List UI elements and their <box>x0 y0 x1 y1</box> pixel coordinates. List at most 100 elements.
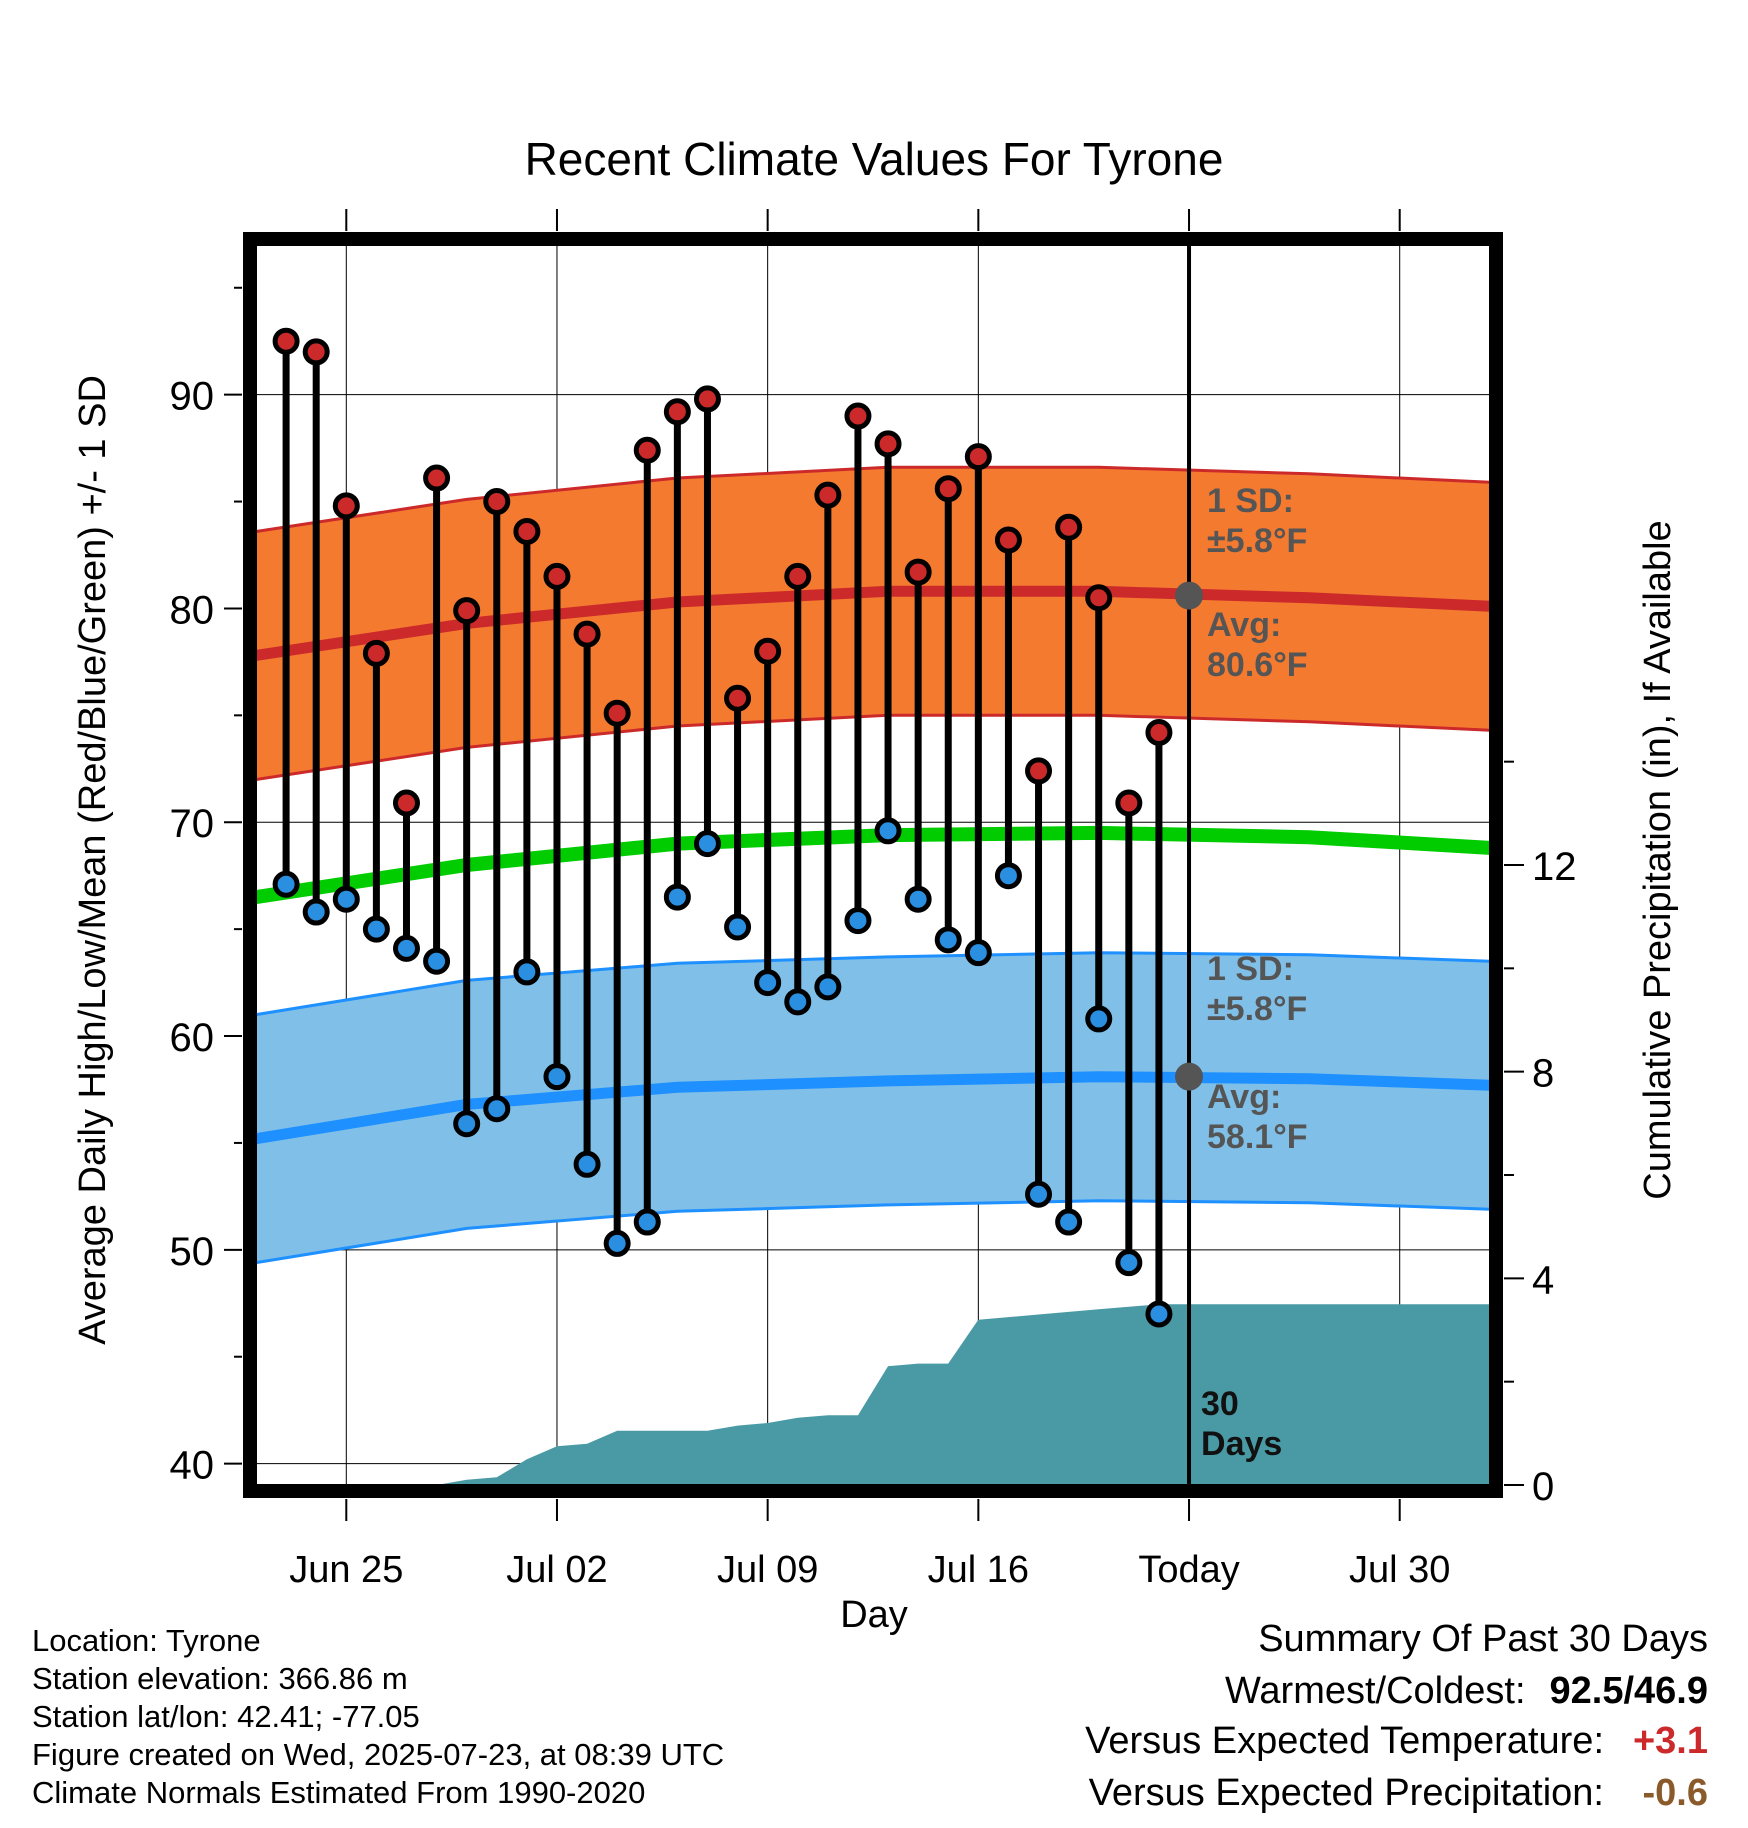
y-tick-label: 60 <box>170 1016 215 1060</box>
y2-tick-label: 0 <box>1532 1465 1554 1509</box>
high-point-26 <box>1055 513 1083 541</box>
temp-departure-label: Versus Expected Temperature: <box>1085 1720 1604 1762</box>
high-point-17 <box>784 562 812 590</box>
high-point-9 <box>543 562 571 590</box>
high-point-11 <box>603 699 631 727</box>
low-point-12 <box>633 1208 661 1236</box>
y-tick-label: 70 <box>170 802 215 846</box>
low-point-29 <box>1145 1300 1173 1328</box>
high-point-3 <box>362 639 390 667</box>
low-point-10 <box>573 1150 601 1178</box>
x-tick-label: Jul 16 <box>928 1549 1029 1591</box>
low-point-0 <box>272 870 300 898</box>
high-point-19 <box>844 402 872 430</box>
x-tick-label: Jul 02 <box>506 1549 607 1591</box>
x-tick-label: Jul 30 <box>1349 1549 1450 1591</box>
high-point-6 <box>453 597 481 625</box>
low-point-14 <box>693 830 721 858</box>
low-point-8 <box>513 958 541 986</box>
elevation-text: Station elevation: 366.86 m <box>32 1661 408 1696</box>
summary-title: Summary Of Past 30 Days <box>1258 1618 1708 1661</box>
high-point-14 <box>693 385 721 413</box>
low-point-21 <box>904 885 932 913</box>
low-point-28 <box>1115 1249 1143 1277</box>
high-point-15 <box>724 684 752 712</box>
location-text: Location: Tyrone <box>32 1623 261 1658</box>
low-point-7 <box>483 1095 511 1123</box>
low-point-5 <box>423 947 451 975</box>
high-avg-value: 80.6°F <box>1207 646 1308 684</box>
low-sd-band-lower-edge <box>256 1199 1490 1265</box>
summary-precip-row: Versus Expected Precipitation: -0.6 <box>1089 1772 1708 1815</box>
low-point-24 <box>994 862 1022 890</box>
low-point-23 <box>964 939 992 967</box>
low-point-2 <box>332 885 360 913</box>
low-point-18 <box>814 973 842 1001</box>
high-sd-band <box>256 467 1490 780</box>
high-point-10 <box>573 620 601 648</box>
high-point-22 <box>934 475 962 503</box>
summary-temp-row: Versus Expected Temperature: +3.1 <box>1085 1720 1708 1763</box>
y-tick-label: 40 <box>170 1444 215 1488</box>
station-info: Location: Tyrone Station elevation: 366.… <box>32 1622 724 1812</box>
low-point-20 <box>874 817 902 845</box>
high-point-4 <box>392 789 420 817</box>
low-point-9 <box>543 1063 571 1091</box>
low-point-22 <box>934 926 962 954</box>
y-tick-label: 50 <box>170 1230 215 1274</box>
y2-tick-label: 8 <box>1532 1052 1554 1096</box>
low-point-19 <box>844 907 872 935</box>
warmest-label: Warmest/Coldest: <box>1224 1670 1526 1712</box>
today-high-normal-dot <box>1175 581 1204 610</box>
y-axis-label: Average Daily High/Low/Mean (Red/Blue/Gr… <box>72 375 114 1345</box>
high-point-1 <box>302 338 330 366</box>
precip-departure-label: Versus Expected Precipitation: <box>1088 1772 1604 1814</box>
high-point-21 <box>904 558 932 586</box>
high-point-16 <box>754 637 782 665</box>
plot-frame <box>243 232 1503 1498</box>
low-sd-value: ±5.8°F <box>1207 990 1307 1028</box>
created-text: Figure created on Wed, 2025-07-23, at 08… <box>32 1737 725 1772</box>
y-tick-label: 80 <box>170 588 215 632</box>
high-point-7 <box>483 488 511 516</box>
high-point-12 <box>633 436 661 464</box>
x-tick-label: Jul 09 <box>717 1549 818 1591</box>
high-point-13 <box>663 398 691 426</box>
low-point-13 <box>663 883 691 911</box>
latlon-text: Station lat/lon: 42.41; -77.05 <box>32 1699 420 1734</box>
low-point-27 <box>1085 1005 1113 1033</box>
high-point-27 <box>1085 584 1113 612</box>
high-point-25 <box>1025 757 1053 785</box>
precip-area <box>256 1304 1490 1485</box>
low-point-16 <box>754 969 782 997</box>
high-sd-label: 1 SD: <box>1207 482 1294 520</box>
high-avg-label: Avg: <box>1207 606 1281 644</box>
x-tick-label: Today <box>1138 1549 1239 1591</box>
x-axis-label: Day <box>840 1594 908 1636</box>
low-point-3 <box>362 915 390 943</box>
high-point-2 <box>332 492 360 520</box>
days-word-label: Days <box>1201 1425 1282 1463</box>
low-point-25 <box>1025 1180 1053 1208</box>
x-tick-label: Jun 25 <box>289 1549 403 1591</box>
summary-title-text: Summary Of Past 30 Days <box>1258 1618 1708 1660</box>
low-point-15 <box>724 913 752 941</box>
y2-tick-label: 12 <box>1532 845 1577 889</box>
high-point-5 <box>423 464 451 492</box>
plot-clip-group <box>256 245 1490 1485</box>
low-point-6 <box>453 1110 481 1138</box>
days-count-label: 30 <box>1201 1385 1239 1423</box>
y2-axis-label: Cumulative Precipitation (in), If Availa… <box>1637 520 1679 1199</box>
high-point-28 <box>1115 789 1143 817</box>
low-point-1 <box>302 898 330 926</box>
low-point-11 <box>603 1229 631 1257</box>
high-point-0 <box>272 327 300 355</box>
low-avg-value: 58.1°F <box>1207 1118 1308 1156</box>
temp-departure-value: +3.1 <box>1632 1720 1708 1762</box>
high-point-29 <box>1145 718 1173 746</box>
high-sd-value: ±5.8°F <box>1207 522 1307 560</box>
high-point-20 <box>874 430 902 458</box>
low-point-17 <box>784 988 812 1016</box>
high-point-8 <box>513 517 541 545</box>
